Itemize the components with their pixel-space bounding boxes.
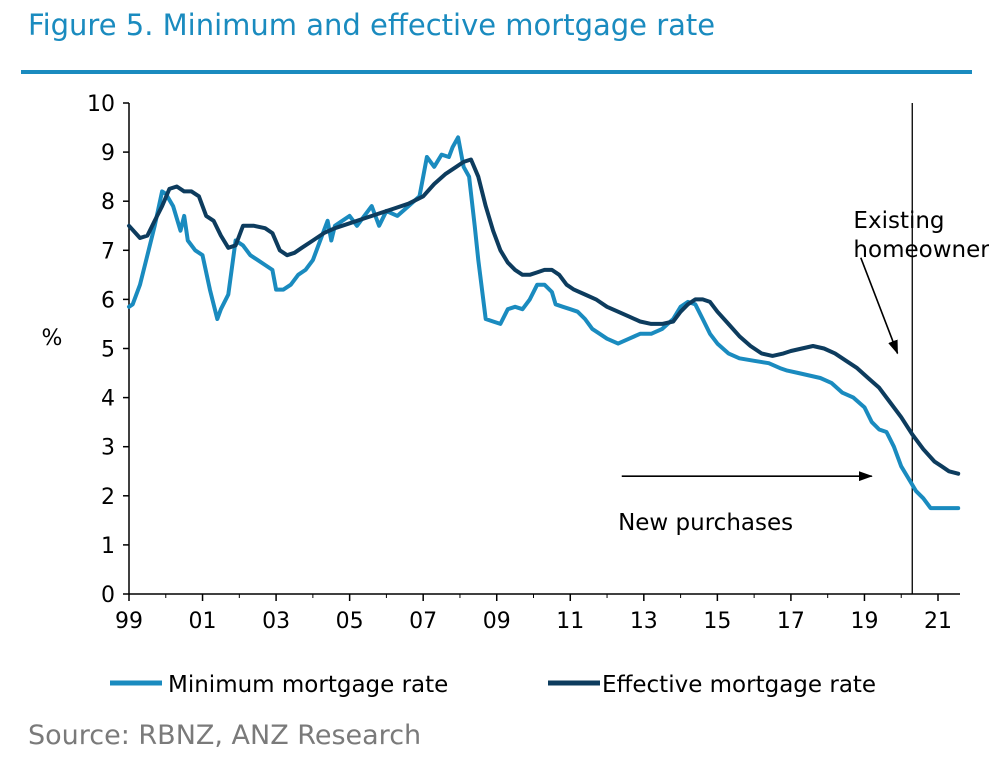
x-tick-label: 01 <box>189 609 217 634</box>
y-tick-label: 3 <box>101 436 115 461</box>
legend-label-minimum: Minimum mortgage rate <box>168 672 448 698</box>
y-tick-label: 1 <box>101 534 115 559</box>
x-tick-label: 19 <box>850 609 878 634</box>
y-tick-label: 5 <box>101 338 115 363</box>
x-tick-label: 11 <box>556 609 584 634</box>
y-axis-label: % <box>42 326 63 351</box>
x-tick-label: 99 <box>115 609 143 634</box>
annotation-existing-homeowners: homeowners <box>853 237 989 263</box>
x-tick-label: 17 <box>777 609 805 634</box>
y-tick-label: 0 <box>101 583 115 608</box>
title-underline <box>21 70 972 74</box>
y-tick-label: 8 <box>101 190 115 215</box>
x-tick-label: 07 <box>409 609 437 634</box>
y-tick-label: 10 <box>87 92 115 117</box>
y-tick-label: 9 <box>101 141 115 166</box>
x-tick-label: 09 <box>483 609 511 634</box>
x-tick-label: 05 <box>336 609 364 634</box>
source-note: Source: RBNZ, ANZ Research <box>28 720 422 751</box>
x-tick-label: 13 <box>630 609 658 634</box>
y-tick-label: 4 <box>101 387 115 412</box>
minimum-rate-line <box>127 135 961 511</box>
x-tick-label: 03 <box>262 609 290 634</box>
x-tick-label: 21 <box>924 609 952 634</box>
y-tick-label: 2 <box>101 485 115 510</box>
x-tick-label: 15 <box>703 609 731 634</box>
effective-rate-line <box>127 157 961 476</box>
legend-label-effective: Effective mortgage rate <box>602 672 876 698</box>
annotation-new-purchases: New purchases <box>618 510 793 536</box>
annotation-existing-homeowners: Existing <box>853 208 944 234</box>
chart-title: Figure 5. Minimum and effective mortgage… <box>28 8 716 42</box>
y-tick-label: 7 <box>101 239 115 264</box>
arrow-existing-homeowners <box>860 257 899 355</box>
y-tick-label: 6 <box>101 288 115 313</box>
